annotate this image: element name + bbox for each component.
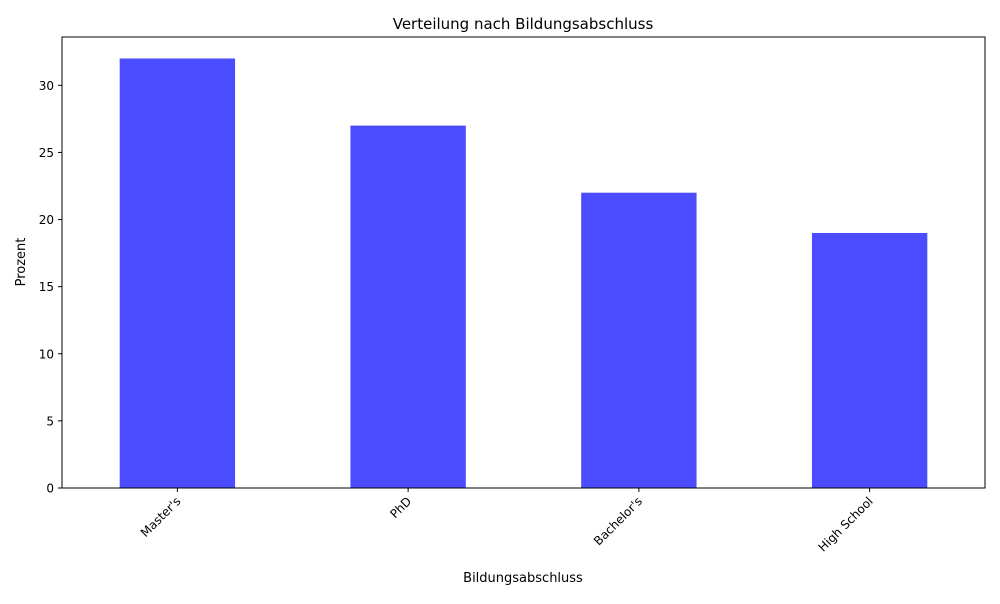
- y-tick-label: 20: [39, 213, 54, 227]
- y-axis-ticks: 0 5 10 15 20 25 30: [39, 79, 62, 496]
- x-tick-label: High School: [815, 494, 875, 554]
- bar: [119, 58, 236, 488]
- bar: [811, 232, 928, 488]
- bars-layer: [119, 58, 928, 488]
- y-tick-label: 0: [46, 482, 54, 496]
- plot-frame: [61, 36, 986, 489]
- y-tick-label: 10: [39, 347, 54, 361]
- y-tick-label: 5: [46, 414, 54, 428]
- bar: [581, 192, 697, 488]
- x-tick-label: Bachelor's: [591, 494, 645, 548]
- y-axis-label: Prozent: [14, 238, 29, 287]
- y-tick-label: 15: [39, 280, 54, 294]
- x-tick-label: PhD: [387, 494, 414, 521]
- bar: [350, 125, 466, 488]
- y-tick-label: 25: [39, 146, 54, 160]
- x-axis-ticks: Master's PhD Bachelor's High School: [138, 488, 876, 554]
- x-tick-label: Master's: [138, 494, 184, 540]
- chart-title: Verteilung nach Bildungsabschluss: [393, 15, 654, 33]
- x-axis-label: Bildungsabschluss: [463, 571, 583, 586]
- y-tick-label: 30: [39, 79, 54, 93]
